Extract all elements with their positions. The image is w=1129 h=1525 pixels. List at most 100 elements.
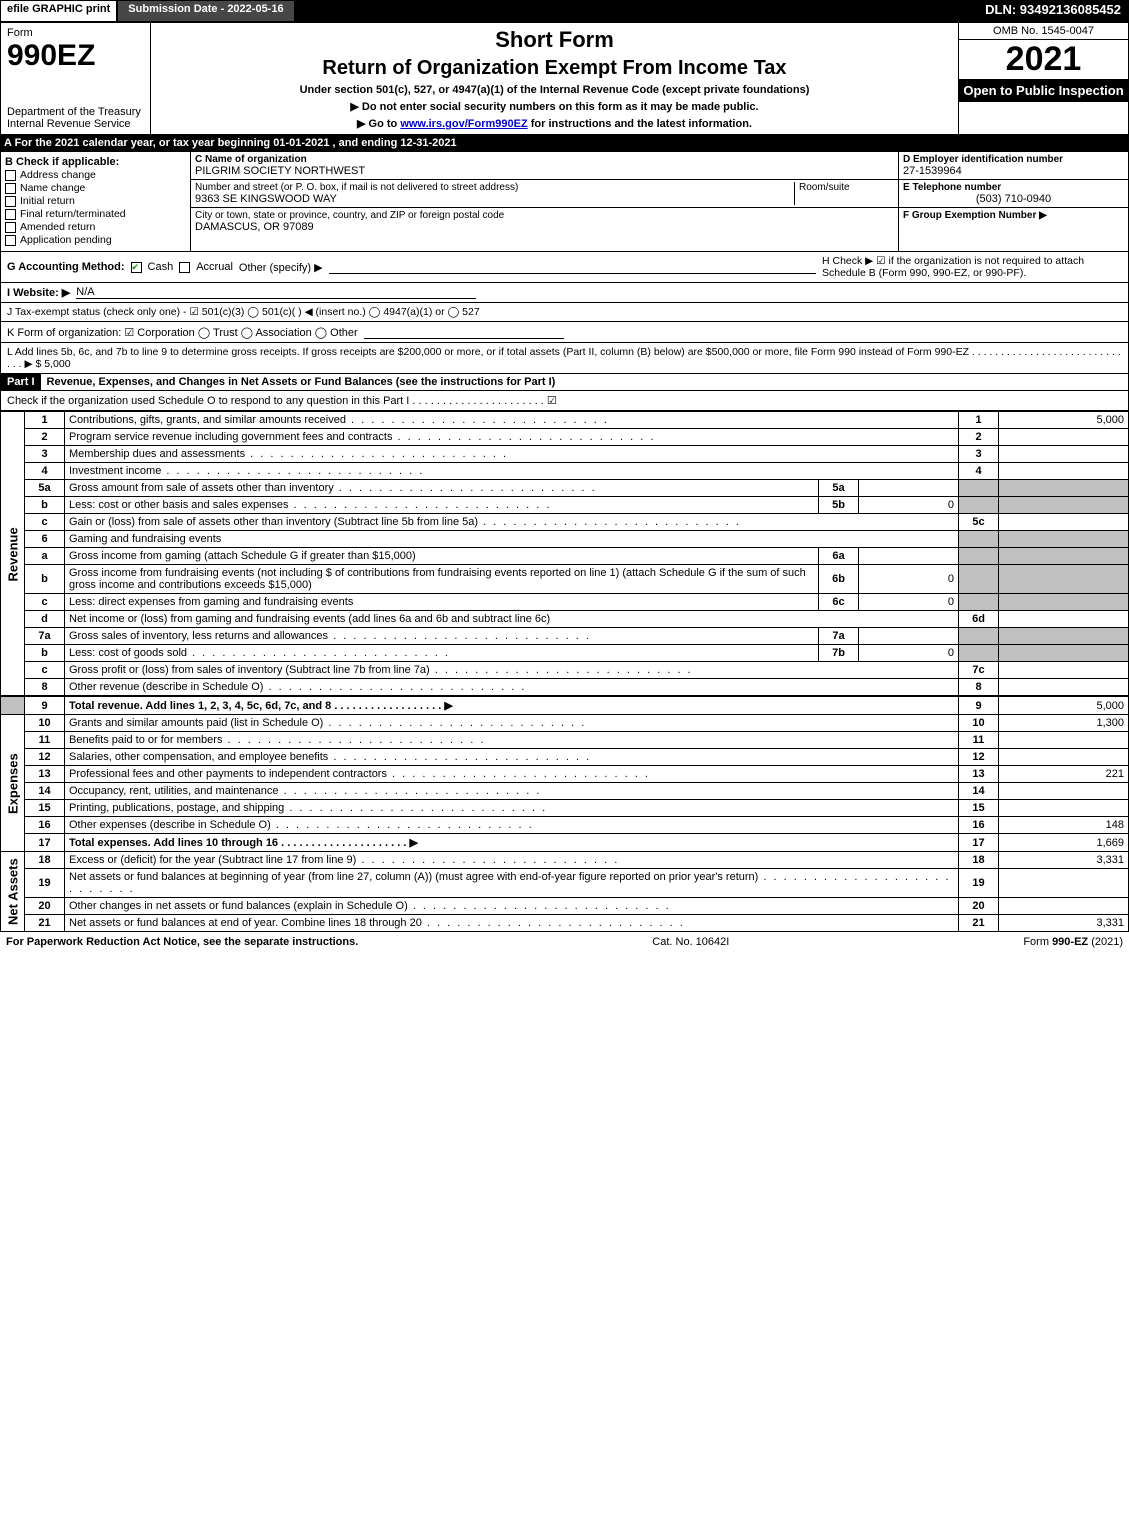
table-row: Revenue 1 Contributions, gifts, grants, … [1,412,1129,429]
form-word: Form [7,27,144,39]
part-1-badge: Part I [1,374,41,390]
entity-right: D Employer identification number 27-1539… [898,152,1128,251]
form-number: 990EZ [7,39,144,73]
revenue-label: Revenue [1,412,25,697]
other-specify-field[interactable] [329,260,816,274]
header-right: OMB No. 1545-0047 2021 Open to Public In… [958,23,1128,134]
row-h: H Check ▶ ☑ if the organization is not r… [822,255,1122,279]
footer: For Paperwork Reduction Act Notice, see … [0,932,1129,952]
dln: DLN: 93492136085452 [977,0,1129,22]
c-name-label: C Name of organization [195,154,894,165]
table-row: bLess: cost or other basis and sales exp… [1,497,1129,514]
table-row: 17Total expenses. Add lines 10 through 1… [1,834,1129,852]
irs: Internal Revenue Service [7,118,144,130]
phone: (503) 710-0940 [903,193,1124,205]
table-row: Expenses 10Grants and similar amounts pa… [1,715,1129,732]
room-label: Room/suite [799,182,894,193]
table-row: 2Program service revenue including gover… [1,429,1129,446]
table-row: 7aGross sales of inventory, less returns… [1,628,1129,645]
street-label: Number and street (or P. O. box, if mail… [195,182,794,193]
table-row: 9Total revenue. Add lines 1, 2, 3, 4, 5c… [1,696,1129,715]
table-row: cGross profit or (loss) from sales of in… [1,662,1129,679]
g-label: G Accounting Method: [7,261,125,273]
efile-print[interactable]: efile GRAPHIC print [0,0,117,22]
table-row: 20Other changes in net assets or fund ba… [1,898,1129,915]
table-row: 21Net assets or fund balances at end of … [1,915,1129,932]
table-row: cGain or (loss) from sale of assets othe… [1,514,1129,531]
chk-name-change[interactable] [5,183,16,194]
table-row: 14Occupancy, rent, utilities, and mainte… [1,783,1129,800]
table-row: 15Printing, publications, postage, and s… [1,800,1129,817]
row-g: G Accounting Method: Cash Accrual Other … [0,252,1129,283]
form-header: Form 990EZ Department of the Treasury In… [0,22,1129,135]
return-title: Return of Organization Exempt From Incom… [155,57,954,80]
table-row: 11Benefits paid to or for members11 [1,732,1129,749]
cat-no: Cat. No. 10642I [652,936,729,948]
b-label: B Check if applicable: [5,156,186,168]
box-b: B Check if applicable: Address change Na… [1,152,191,251]
chk-final-return[interactable] [5,209,16,220]
chk-address-change[interactable] [5,170,16,181]
open-public: Open to Public Inspection [959,79,1128,102]
city: DAMASCUS, OR 97089 [195,221,894,233]
table-row: 4Investment income4 [1,463,1129,480]
table-row: Net Assets 18Excess or (deficit) for the… [1,852,1129,869]
under-section: Under section 501(c), 527, or 4947(a)(1)… [155,84,954,96]
header-left: Form 990EZ Department of the Treasury In… [1,23,151,134]
table-row: 12Salaries, other compensation, and empl… [1,749,1129,766]
table-row: 5aGross amount from sale of assets other… [1,480,1129,497]
table-row: cLess: direct expenses from gaming and f… [1,594,1129,611]
k-text: K Form of organization: ☑ Corporation ◯ … [7,326,358,339]
row-a: A For the 2021 calendar year, or tax yea… [0,135,1129,151]
chk-application-pending[interactable] [5,235,16,246]
org-name: PILGRIM SOCIETY NORTHWEST [195,165,894,177]
i-label: I Website: ▶ [7,286,70,299]
omb: OMB No. 1545-0047 [959,23,1128,40]
table-row: 6Gaming and fundraising events [1,531,1129,548]
chk-initial-return[interactable] [5,196,16,207]
no-ssn: ▶ Do not enter social security numbers o… [155,100,954,113]
table-row: bLess: cost of goods sold7b0 [1,645,1129,662]
part-1-title: Revenue, Expenses, and Changes in Net As… [41,374,1128,390]
entity-block: B Check if applicable: Address change Na… [0,151,1129,252]
k-other-field[interactable] [364,325,564,339]
netassets-label: Net Assets [1,852,25,932]
dept-treasury: Department of the Treasury [7,106,144,118]
header-center: Short Form Return of Organization Exempt… [151,23,958,134]
submission-date: Submission Date - 2022-05-16 [117,0,294,22]
expenses-label: Expenses [1,715,25,852]
part-1-table: Revenue 1 Contributions, gifts, grants, … [0,411,1129,932]
ein: 27-1539964 [903,165,1124,177]
tax-year: 2021 [959,40,1128,79]
table-row: aGross income from gaming (attach Schedu… [1,548,1129,565]
short-form-title: Short Form [155,27,954,53]
e-phone-label: E Telephone number [903,182,1124,193]
topbar: efile GRAPHIC print Submission Date - 20… [0,0,1129,22]
row-l: L Add lines 5b, 6c, and 7b to line 9 to … [0,343,1129,374]
goto-link[interactable]: ▶ Go to www.irs.gov/Form990EZ for instru… [155,117,954,130]
d-ein-label: D Employer identification number [903,154,1124,165]
table-row: 13Professional fees and other payments t… [1,766,1129,783]
table-row: 8Other revenue (describe in Schedule O)8 [1,679,1129,697]
street: 9363 SE KINGSWOOD WAY [195,193,794,205]
table-row: bGross income from fundraising events (n… [1,565,1129,594]
table-row: 16Other expenses (describe in Schedule O… [1,817,1129,834]
chk-accrual[interactable] [179,262,190,273]
chk-cash[interactable] [131,262,142,273]
check-o-text: Check if the organization used Schedule … [7,394,1122,407]
part-1-check-o: Check if the organization used Schedule … [0,391,1129,411]
form-version: Form 990-EZ (2021) [1023,936,1123,948]
table-row: 19Net assets or fund balances at beginni… [1,869,1129,898]
city-label: City or town, state or province, country… [195,210,894,221]
table-row: dNet income or (loss) from gaming and fu… [1,611,1129,628]
part-1-header: Part I Revenue, Expenses, and Changes in… [0,374,1129,391]
entity-center: C Name of organization PILGRIM SOCIETY N… [191,152,898,251]
row-j: J Tax-exempt status (check only one) - ☑… [0,303,1129,322]
paperwork-notice: For Paperwork Reduction Act Notice, see … [6,936,358,948]
irs-link[interactable]: www.irs.gov/Form990EZ [400,118,527,130]
row-k: K Form of organization: ☑ Corporation ◯ … [0,322,1129,343]
row-i: I Website: ▶ N/A [0,283,1129,303]
chk-amended-return[interactable] [5,222,16,233]
f-group-label: F Group Exemption Number ▶ [903,210,1124,221]
website: N/A [76,286,476,299]
